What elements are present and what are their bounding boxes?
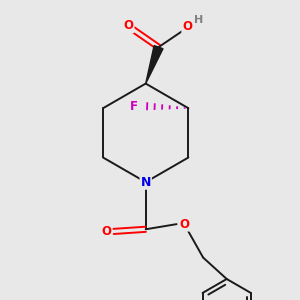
Text: O: O (101, 225, 111, 238)
Text: F: F (130, 100, 138, 112)
Text: N: N (140, 176, 151, 189)
Polygon shape (146, 46, 163, 84)
Text: O: O (182, 20, 192, 34)
Text: H: H (194, 15, 203, 25)
Text: O: O (179, 218, 189, 231)
Text: O: O (124, 19, 134, 32)
